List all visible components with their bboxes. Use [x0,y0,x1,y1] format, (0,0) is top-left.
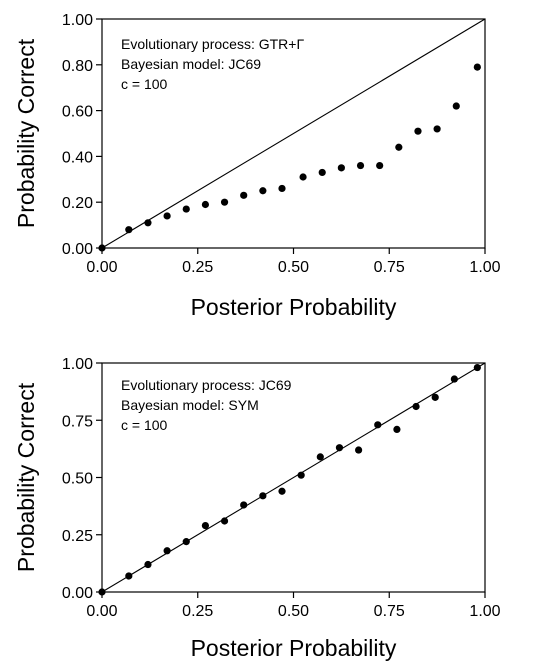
annotation-line-3: c = 100 [121,76,168,92]
data-point [201,200,210,209]
y-tick-label: 0.00 [62,241,93,258]
data-point [220,517,229,525]
y-axis-label: Probability Correct [13,38,39,228]
data-point [278,184,286,193]
data-point [395,143,403,151]
data-point [278,487,286,495]
data-point [393,425,401,434]
data-point [299,173,307,181]
data-point [374,421,382,429]
annotation-line-1: Evolutionary process: GTR+Γ [121,36,304,52]
y-axis-label: Probability Correct [13,382,39,572]
x-tick-label: 1.00 [469,259,500,276]
x-axis-label: Posterior Probability [191,635,397,661]
data-point [182,538,190,546]
data-point [220,198,229,206]
data-point [316,453,324,461]
data-point [452,102,460,110]
data-point [98,588,106,596]
x-tick-label: 0.25 [182,603,213,620]
data-point [376,161,384,170]
x-tick-label: 1.00 [469,603,500,620]
reference-diagonal-line [101,18,486,249]
y-tick-label: 0.60 [62,104,93,121]
data-point [201,521,210,530]
data-point [433,125,441,133]
y-tick-label: 0.50 [62,471,93,488]
y-tick-label: 0.00 [62,585,93,602]
data-point [125,572,133,580]
data-point [163,547,171,555]
x-tick-label: 0.50 [278,259,309,276]
annotation-line-1: Evolutionary process: JC69 [121,377,292,393]
data-point [355,446,363,454]
y-tick-label: 0.75 [62,413,93,430]
x-tick-label: 0.00 [86,603,117,620]
data-point [144,219,152,227]
data-point [473,363,481,372]
data-point [450,375,458,383]
data-point [240,191,248,199]
data-point [125,226,133,234]
x-tick-label: 0.75 [374,603,405,620]
data-point [144,560,152,569]
y-tick-label: 1.00 [62,356,93,373]
y-tick-label: 1.00 [62,12,93,29]
data-point [473,63,481,71]
y-tick-label: 0.80 [62,58,93,75]
annotation-line-3: c = 100 [121,417,168,433]
data-point [259,492,267,500]
data-point [414,127,422,135]
data-point [412,402,420,411]
x-axis-label: Posterior Probability [191,294,397,320]
data-point [182,205,190,213]
annotation-line-2: Bayesian model: SYM [121,397,259,413]
chart-panel-2: 0.00 0.25 0.50 0.75 1.00 0.00 0.25 0.50 0.75 1.00… [13,356,501,661]
data-point [163,212,171,220]
data-point [297,471,305,479]
x-tick-label: 0.25 [182,259,213,276]
data-point [431,393,439,401]
data-point [240,501,248,509]
data-point [98,244,106,252]
data-point [356,161,365,170]
x-tick-label: 0.50 [278,603,309,620]
annotation-line-2: Bayesian model: JC69 [121,56,261,72]
y-tick-label: 0.20 [62,195,93,212]
data-point [337,164,345,172]
data-point [259,187,267,195]
x-tick-label: 0.75 [374,259,405,276]
chart-panel-1: 0.00 0.25 0.50 0.75 1.00 0.00 0.20 0.40 0.60 0.80… [13,12,501,320]
data-point [335,444,344,452]
y-tick-label: 0.40 [62,149,93,166]
x-tick-label: 0.00 [86,259,117,276]
data-point [318,168,326,177]
y-tick-label: 0.25 [62,528,93,545]
